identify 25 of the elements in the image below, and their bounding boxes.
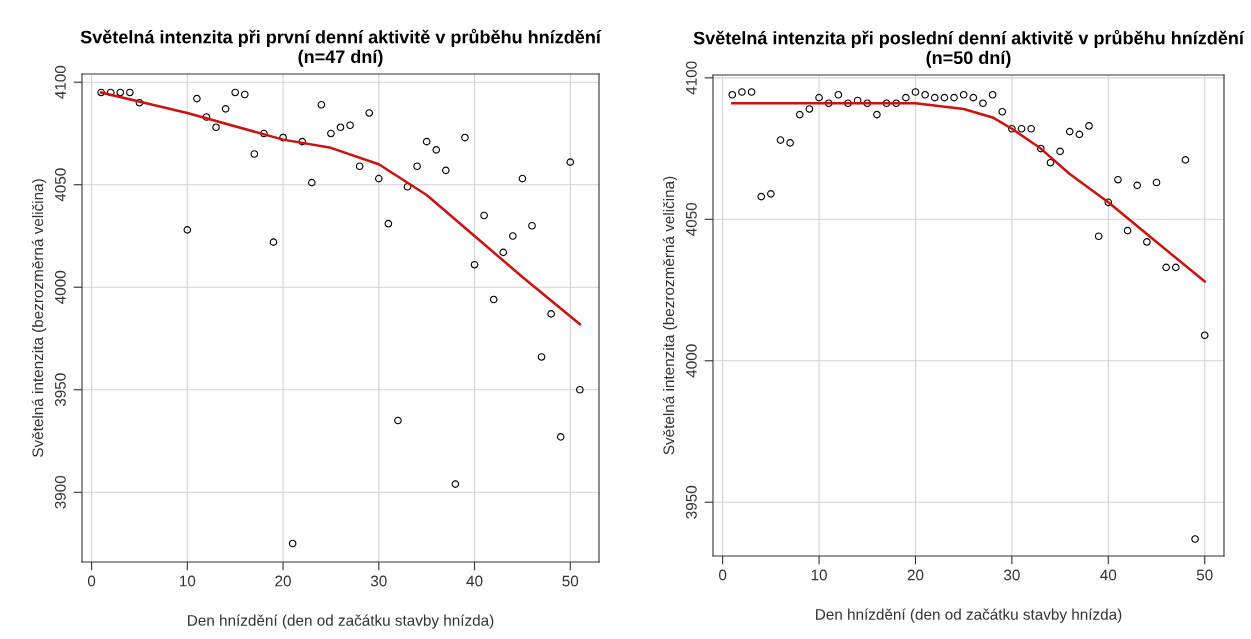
- x-tick-label: 50: [562, 575, 579, 587]
- y-tick-label: 3900: [54, 475, 66, 509]
- x-axis-title: Den hnízdění (den od začátku stavby hnízda): [816, 608, 1122, 623]
- y-tick-label: 4000: [54, 270, 66, 304]
- x-tick-label: 20: [275, 575, 291, 587]
- x-tick-label: 10: [179, 575, 196, 587]
- x-tick-label: 50: [1196, 569, 1213, 581]
- x-tick-label: 30: [370, 575, 387, 587]
- y-tick-label: 4000: [685, 344, 697, 378]
- y-tick-label: 4050: [54, 168, 66, 202]
- chart-title: Světelná intenzita při první denní aktivitě v průběhu hnízdění (n=47 dní): [80, 28, 602, 67]
- x-tick-label: 40: [1100, 569, 1117, 581]
- y-tick-label: 3950: [685, 485, 697, 519]
- y-axis-title: Světelná intenzita (bezrozměrná veličina): [662, 176, 678, 455]
- x-tick-label: 20: [907, 569, 924, 581]
- x-axis-title: Den hnízdění (den od začátku stavby hnízda): [188, 614, 494, 629]
- x-tick-label: 40: [466, 575, 483, 587]
- y-tick-label: 4050: [685, 202, 697, 236]
- x-tick-label: 0: [718, 569, 727, 581]
- x-tick-label: 0: [87, 575, 96, 587]
- x-tick-label: 30: [1003, 569, 1020, 581]
- y-tick-label: 3950: [54, 373, 66, 407]
- y-tick-label: 4100: [54, 65, 66, 99]
- x-tick-label: 10: [811, 569, 827, 581]
- y-axis-title: Světelná intenzita (bezrozměrná veličina): [31, 179, 47, 457]
